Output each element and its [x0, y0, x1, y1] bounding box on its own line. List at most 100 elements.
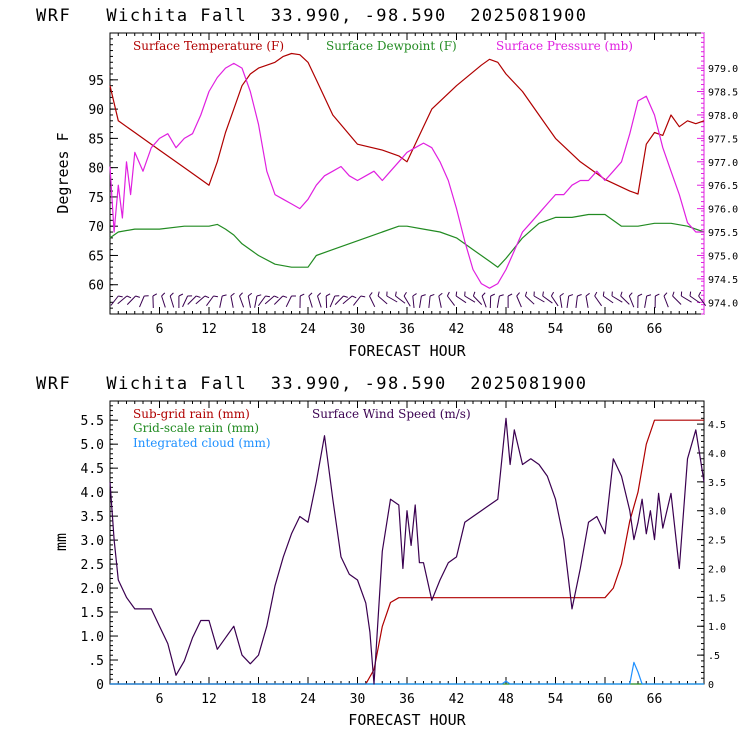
wind-barb	[524, 292, 537, 304]
wind-barb	[629, 293, 638, 307]
wind-barb	[586, 293, 592, 307]
wind-barb	[300, 294, 304, 308]
legend-temperature: Surface Temperature (F)	[133, 39, 284, 53]
top-x-tick-label: 6	[156, 322, 164, 337]
bottom-y-tick-label: 4.5	[81, 462, 104, 477]
top-x-tick-label: 66	[647, 322, 663, 337]
legend-integrated-cloud: Integrated cloud (mm)	[133, 436, 271, 450]
legend-wind-speed: Surface Wind Speed (m/s)	[312, 407, 471, 421]
wind-barb	[308, 293, 316, 308]
bottom-right-tick-label: 3.0	[708, 507, 726, 518]
bottom-x-tick-label: 42	[449, 692, 465, 707]
top-plot-frame	[110, 33, 704, 314]
bottom-y-tick-label: 5.5	[81, 414, 104, 429]
top-x-tick-label: 60	[597, 322, 613, 337]
top-x-tick-label: 12	[201, 322, 217, 337]
bottom-y-tick-label: 2.5	[81, 558, 104, 573]
bottom-y-tick-label: 3.5	[81, 510, 104, 525]
bottom-right-tick-label: 2.5	[708, 536, 726, 547]
bottom-x-tick-label: 66	[647, 692, 663, 707]
precipitation-panel: WRF Wichita Fall 33.990, -98.590 2025081…	[36, 374, 726, 729]
series-line-surface-temperature	[110, 54, 704, 195]
top-x-tick-label: 24	[300, 322, 316, 337]
bottom-right-tick-label: 2.0	[708, 564, 726, 575]
bottom-right-tick-label: 3.5	[708, 478, 726, 489]
bottom-y-tick-label: 1.5	[81, 606, 104, 621]
wind-barb	[161, 293, 169, 308]
top-y-tick-label: 70	[88, 220, 104, 235]
top-right-tick-label: 978.0	[708, 111, 738, 122]
top-y-tick-label: 80	[88, 162, 104, 177]
bottom-y-tick-group: 0.51.01.52.02.53.03.54.04.55.05.5	[81, 401, 118, 693]
wind-barb	[420, 294, 426, 308]
bottom-right-tick-label: 4.5	[708, 420, 726, 431]
bottom-y-tick-label: 3.0	[81, 534, 104, 549]
top-y-tick-label: 85	[88, 132, 104, 147]
top-panel-header: WRF Wichita Fall 33.990, -98.590 2025081…	[36, 6, 588, 26]
bottom-x-tick-label: 60	[597, 692, 613, 707]
wind-barb	[576, 294, 582, 308]
bottom-y-tick-label: 1.0	[81, 630, 104, 645]
series-line-surface-dewpoint	[110, 215, 704, 268]
bottom-right-tick-label: .5	[708, 651, 720, 662]
wind-barb	[248, 293, 255, 308]
top-x-tick-label: 18	[251, 322, 267, 337]
wind-barb	[438, 293, 445, 308]
bottom-right-tick-label: 1.0	[708, 622, 726, 633]
wind-barb	[326, 294, 330, 308]
wind-barb	[353, 294, 365, 307]
wind-barb	[550, 292, 561, 306]
bottom-panel-header: WRF Wichita Fall 33.990, -98.590 2025081…	[36, 374, 588, 394]
bottom-x-tick-label: 36	[399, 692, 415, 707]
top-right-tick-label: 975.0	[708, 251, 738, 262]
series-line-surface-pressure	[110, 63, 704, 288]
top-y-tick-label: 60	[88, 279, 104, 294]
wind-barb	[655, 294, 659, 308]
legend-pressure: Surface Pressure (mb)	[496, 39, 633, 53]
top-right-tick-label: 977.0	[708, 158, 738, 169]
wind-barb	[567, 294, 573, 308]
wind-barb	[645, 294, 651, 308]
top-y-tick-label: 65	[88, 249, 104, 264]
wind-barb	[140, 294, 149, 308]
top-right-tick-label: 974.5	[708, 275, 738, 286]
top-right-tick-label: 978.5	[708, 88, 738, 99]
wind-barb	[255, 294, 262, 309]
bottom-x-tick-label: 48	[498, 692, 514, 707]
top-right-tick-label: 975.5	[708, 228, 738, 239]
bottom-x-tick-label: 18	[251, 692, 267, 707]
bottom-x-tick-label: 54	[548, 692, 564, 707]
bottom-x-axis-label: FORECAST HOUR	[348, 711, 466, 729]
bottom-x-tick-label: 12	[201, 692, 217, 707]
bottom-right-tick-label: 1.5	[708, 593, 726, 604]
legend-gridscale-rain: Grid-scale rain (mm)	[133, 421, 259, 435]
top-right-tick-label: 976.5	[708, 181, 738, 192]
wind-barb	[239, 293, 248, 308]
wind-barb	[560, 293, 566, 307]
legend-dewpoint: Surface Dewpoint (F)	[326, 39, 457, 53]
bottom-y-tick-label: 5.0	[81, 438, 104, 453]
top-x-tick-label: 30	[350, 322, 366, 337]
top-y-axis-label: Degrees F	[54, 132, 72, 213]
top-right-tick-label: 977.5	[708, 134, 738, 145]
bottom-right-tick-label: 4.0	[708, 449, 726, 460]
bottom-y-tick-label: 2.0	[81, 582, 104, 597]
top-right-tick-label: 976.0	[708, 205, 738, 216]
wind-barb	[508, 294, 512, 308]
wind-barb	[231, 293, 238, 308]
wind-barb	[663, 293, 672, 308]
top-y-tick-label: 75	[88, 191, 104, 206]
top-right-tick-label: 974.0	[708, 298, 738, 309]
wind-barb	[377, 292, 390, 304]
top-x-axis-label: FORECAST HOUR	[348, 342, 466, 360]
wind-barb	[638, 294, 642, 308]
bottom-y-tick-label: 0	[96, 678, 104, 693]
wind-barb	[170, 293, 178, 308]
series-line-surface-wind-speed	[110, 418, 704, 684]
wind-barb	[206, 294, 217, 308]
bottom-y-axis-label: mm	[52, 533, 70, 551]
